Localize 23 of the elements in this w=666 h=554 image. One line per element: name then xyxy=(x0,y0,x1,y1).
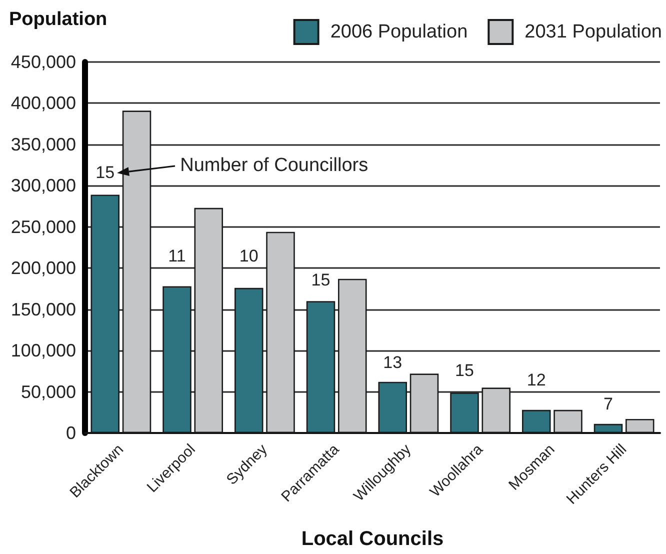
annotation: 7 xyxy=(604,394,613,414)
annotation: 12 xyxy=(526,370,546,390)
y-tick-label: 100,000 xyxy=(10,340,76,361)
legend-label: 2031 Population xyxy=(524,22,662,42)
legend-label: 2006 Population xyxy=(330,22,468,42)
annotation: 15 xyxy=(455,361,474,380)
x-axis-title: Local Councils xyxy=(301,528,444,550)
y-tick-label: 150,000 xyxy=(10,299,76,320)
y-tick-label: 300,000 xyxy=(10,176,76,196)
y-tick-label: 200,000 xyxy=(10,258,76,278)
y-tick-label: 50,000 xyxy=(20,382,76,402)
annotation: 15 xyxy=(311,270,330,290)
y-axis-title: Population xyxy=(9,9,108,30)
annotation: 10 xyxy=(239,246,258,266)
y-tick-label: 400,000 xyxy=(10,93,76,114)
annotation: 11 xyxy=(168,246,186,266)
y-tick-label: 250,000 xyxy=(10,216,76,237)
annotation: 15 xyxy=(96,163,115,182)
annotation: Number of Councillors xyxy=(180,155,368,176)
y-tick-label: 0 xyxy=(66,423,76,443)
y-tick-label: 450,000 xyxy=(10,52,76,72)
annotation: 13 xyxy=(383,353,402,372)
y-tick-label: 350,000 xyxy=(10,134,76,154)
